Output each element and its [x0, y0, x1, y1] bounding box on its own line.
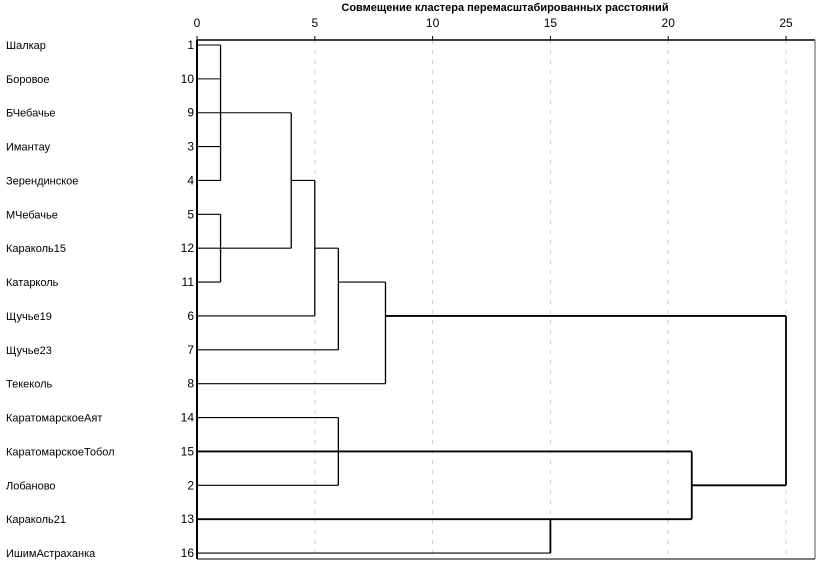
chart-title: Совмещение кластера перемасштабированных… [341, 2, 668, 14]
leaf-id: 11 [182, 275, 195, 289]
leaf-id: 16 [181, 546, 195, 560]
dendrogram-links [197, 44, 787, 554]
leaf-label: Зерендинское [6, 175, 78, 187]
leaf-id: 15 [181, 444, 195, 458]
leaf-labels: Шалкар 1 Боровое 10 БЧебачье 9 Имантау 3 Зеренди… [6, 38, 194, 560]
leaf-label: Лобаново [6, 480, 56, 492]
leaf-id: 6 [187, 309, 194, 323]
leaf-id: 10 [181, 72, 195, 86]
leaf-label: ИшимАстраханка [6, 548, 96, 560]
leaf-label: Боровое [6, 74, 50, 86]
leaf-id: 7 [187, 343, 194, 357]
leaf-id: 4 [187, 173, 194, 187]
leaf-label: МЧебачье [6, 209, 58, 221]
leaf-id: 8 [187, 377, 194, 391]
x-tick-labels: 0 5 10 15 20 25 [194, 16, 793, 40]
leaf-id: 14 [181, 411, 195, 425]
leaf-label: Щучье23 [6, 345, 52, 357]
leaf-label: Караколь15 [6, 243, 66, 255]
leaf-id: 2 [187, 478, 194, 492]
leaf-id: 9 [187, 106, 194, 120]
leaf-label: БЧебачье [6, 108, 56, 120]
leaf-id: 12 [181, 241, 195, 255]
leaf-id: 5 [187, 207, 194, 221]
x-tick-label: 0 [194, 16, 201, 30]
x-tick-label: 5 [311, 16, 318, 30]
leaf-label: Шалкар [6, 40, 46, 52]
x-tick-label: 10 [426, 16, 440, 30]
leaf-label: Щучье19 [6, 311, 52, 323]
x-tick-label: 20 [662, 16, 676, 30]
leaf-id: 3 [187, 140, 194, 154]
leaf-label: Имантау [6, 142, 51, 154]
leaf-id: 13 [181, 512, 195, 526]
leaf-label: Катарколь [6, 277, 59, 289]
x-tick-label: 25 [779, 16, 793, 30]
leaf-label: КаратомарскоеТобол [6, 446, 115, 458]
leaf-label: Караколь21 [6, 514, 66, 526]
leaf-label: Текеколь [6, 379, 53, 391]
leaf-id: 1 [187, 38, 194, 52]
plot-frame [196, 39, 816, 560]
leaf-label: КаратомарскоеАят [6, 413, 102, 425]
x-tick-label: 15 [544, 16, 558, 30]
